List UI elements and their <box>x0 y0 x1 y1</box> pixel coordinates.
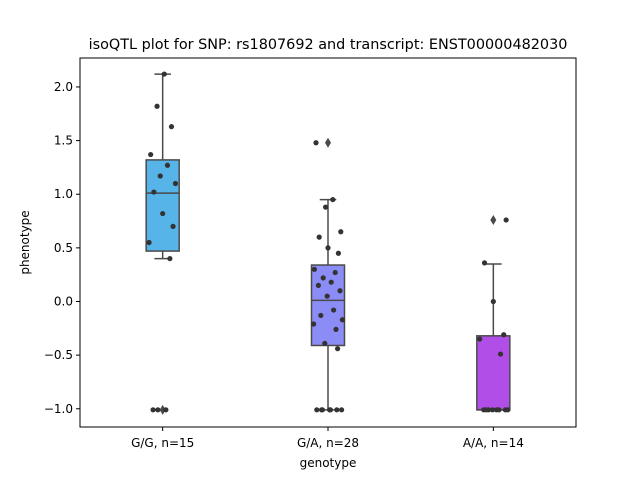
data-point <box>331 307 337 313</box>
data-point <box>315 282 321 289</box>
data-point <box>327 407 333 413</box>
data-point <box>311 266 317 272</box>
data-point <box>489 407 496 413</box>
y-tick-label: 1.0 <box>54 187 73 201</box>
data-point <box>333 326 339 332</box>
data-point <box>335 250 341 256</box>
box-2 <box>310 137 346 411</box>
data-point <box>167 255 173 262</box>
data-point <box>497 351 504 357</box>
y-axis: −1.0 −0.5 0.0 0.5 1.0 1.5 2.0 <box>44 80 80 416</box>
data-point <box>339 317 345 323</box>
x-tick-label: A/A, n=14 <box>463 436 524 450</box>
outlier-marker <box>159 404 166 415</box>
data-point <box>501 332 507 338</box>
points-1 <box>146 71 179 413</box>
data-point <box>164 162 171 168</box>
points-3 <box>477 217 511 413</box>
data-point <box>503 217 509 223</box>
data-point <box>481 260 488 266</box>
data-point <box>320 275 326 281</box>
data-point <box>496 407 502 413</box>
box-3 <box>476 214 511 411</box>
chart-title: isoQTL plot for SNP: rs1807692 and trans… <box>89 37 568 53</box>
y-tick-label: −1.0 <box>44 402 73 416</box>
data-point <box>490 298 496 305</box>
data-point <box>330 196 336 203</box>
data-point <box>155 407 161 413</box>
data-point <box>335 346 341 352</box>
data-point <box>483 407 489 413</box>
points-2 <box>311 140 345 413</box>
x-axis: G/G, n=15 G/A, n=28 A/A, n=14 <box>131 427 524 450</box>
data-point <box>477 336 483 342</box>
data-point <box>161 71 167 77</box>
data-point <box>324 293 330 299</box>
box-iqr <box>145 159 180 252</box>
outlier-marker <box>490 214 497 225</box>
outlier-marker <box>325 137 331 148</box>
data-point <box>154 103 160 109</box>
data-point <box>322 340 328 346</box>
data-point <box>334 407 340 413</box>
data-point <box>150 407 156 413</box>
data-point <box>160 210 166 217</box>
data-point <box>338 229 344 235</box>
data-point <box>323 204 329 210</box>
y-tick-label: −0.5 <box>44 348 73 362</box>
data-point <box>311 321 317 327</box>
box-iqr <box>476 335 511 411</box>
x-tick-label: G/G, n=15 <box>131 436 194 450</box>
y-axis-label: phenotype <box>18 210 32 274</box>
data-point <box>325 245 331 251</box>
x-axis-label: genotype <box>300 456 357 470</box>
data-point <box>314 407 320 413</box>
data-point <box>157 173 163 179</box>
y-tick-label: 0.0 <box>54 294 73 308</box>
box-iqr <box>310 264 346 347</box>
data-point <box>328 279 334 285</box>
x-tick-label: G/A, n=28 <box>297 436 359 450</box>
data-point <box>151 189 157 195</box>
y-tick-label: 1.5 <box>54 134 73 148</box>
data-point <box>332 269 338 276</box>
box-1 <box>145 73 180 415</box>
data-point <box>318 312 324 319</box>
plot-body <box>145 71 511 415</box>
data-point <box>170 223 176 230</box>
data-point <box>172 180 179 187</box>
data-point <box>163 407 169 413</box>
data-point <box>339 407 345 413</box>
y-tick-label: 2.0 <box>54 80 73 94</box>
data-point <box>313 140 319 146</box>
data-point <box>316 234 322 240</box>
data-point <box>168 124 175 130</box>
data-point <box>319 407 325 413</box>
data-point <box>505 407 511 413</box>
data-point <box>146 239 152 246</box>
y-tick-label: 0.5 <box>54 241 73 255</box>
data-point <box>337 288 343 294</box>
data-point <box>148 151 154 158</box>
